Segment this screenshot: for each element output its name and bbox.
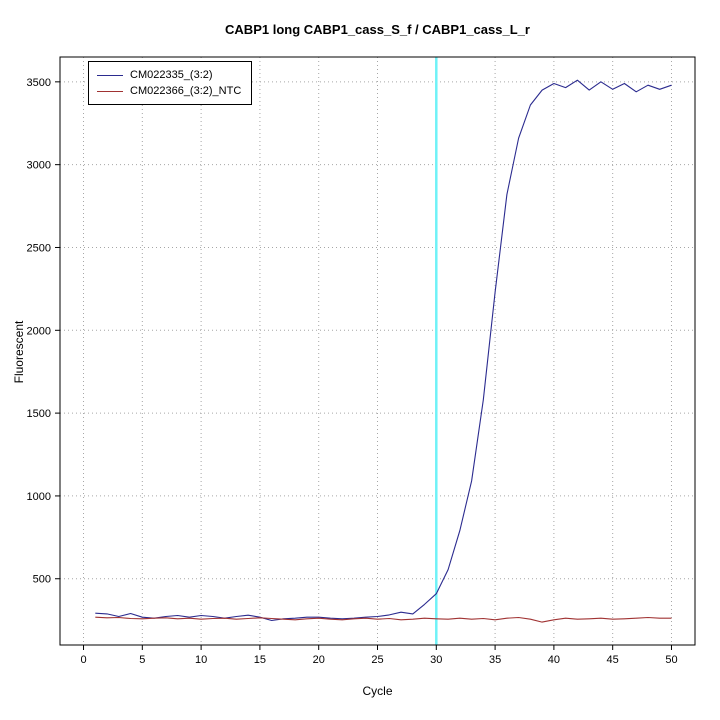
sample-line-swatch	[97, 74, 123, 76]
svg-text:45: 45	[607, 654, 619, 666]
svg-text:3500: 3500	[27, 77, 51, 89]
svg-text:500: 500	[33, 574, 51, 586]
svg-text:10: 10	[195, 654, 207, 666]
svg-text:3000: 3000	[27, 160, 51, 172]
svg-text:40: 40	[548, 654, 560, 666]
legend: CM022335_(3:2) CM022366_(3:2)_NTC	[88, 61, 253, 105]
svg-text:20: 20	[313, 654, 325, 666]
svg-text:1500: 1500	[27, 408, 51, 420]
y-axis-label: Fluorescent	[12, 320, 26, 384]
svg-text:35: 35	[489, 654, 501, 666]
ntc-line-swatch	[97, 90, 123, 92]
svg-text:25: 25	[371, 654, 383, 666]
legend-label-ntc: CM022366_(3:2)_NTC	[130, 85, 242, 97]
chart-title: CABP1 long CABP1_cass_S_f / CABP1_cass_L…	[225, 22, 530, 37]
x-axis-label: Cycle	[362, 684, 393, 698]
legend-item-sample: CM022335_(3:2)	[97, 67, 241, 83]
svg-text:30: 30	[430, 654, 442, 666]
legend-label-sample: CM022335_(3:2)	[130, 69, 213, 81]
svg-text:1000: 1000	[27, 491, 51, 503]
svg-text:50: 50	[665, 654, 677, 666]
svg-text:15: 15	[254, 654, 266, 666]
svg-text:2000: 2000	[27, 325, 51, 337]
svg-text:2500: 2500	[27, 242, 51, 254]
svg-text:0: 0	[80, 654, 86, 666]
legend-item-ntc: CM022366_(3:2)_NTC	[97, 83, 241, 99]
svg-text:5: 5	[139, 654, 145, 666]
